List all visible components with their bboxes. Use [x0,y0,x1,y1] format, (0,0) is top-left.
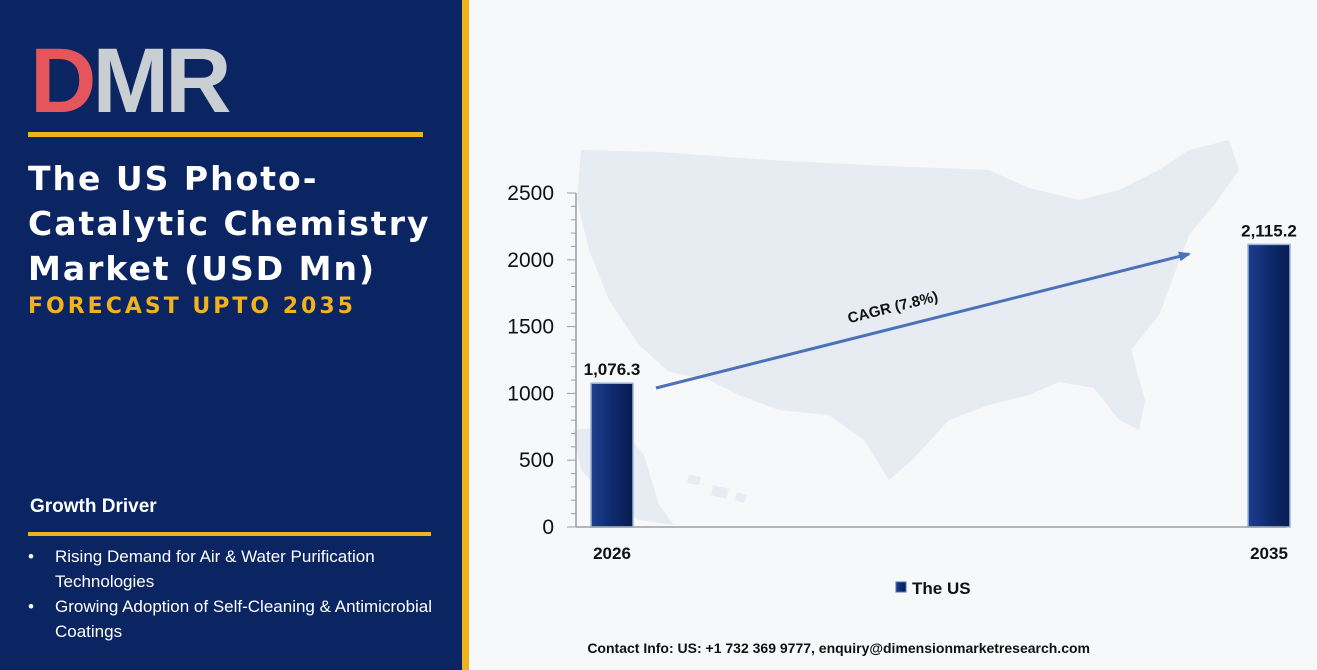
accent-divider [462,0,469,670]
y-tick-label: 1000 [507,382,554,405]
y-tick-label: 500 [519,449,554,472]
growth-driver-item: Growing Adoption of Self-Cleaning & Anti… [28,594,438,644]
bar-2026 [590,382,634,528]
y-tick-label: 1500 [507,316,554,339]
report-title: The US Photo-Catalytic Chemistry Market … [28,159,431,288]
x-tick-label: 2035 [1250,544,1288,563]
chart-legend: The US [895,579,971,598]
market-bar-chart: 0 500 1000 1500 2000 2500 1,076.3 2,115.2 2026… [507,140,1297,598]
hawaii-map-icon [687,475,747,503]
contact-info: Contact Info: US: +1 732 369 9777, enqui… [587,640,1090,656]
growth-driver-item: Rising Demand for Air & Water Purificati… [28,544,438,594]
x-axis: 2026 2035 [576,526,1288,563]
growth-driver-heading: Growth Driver [30,496,157,517]
svg-text:DMR: DMR [30,38,230,122]
legend-label: The US [912,579,971,598]
y-tick-label: 2000 [507,249,554,272]
growth-driver-divider [28,532,431,536]
y-axis: 0 500 1000 1500 2000 2500 [507,182,577,539]
dmr-logo: DMR [30,38,234,122]
left-panel: DMR The US Photo-Catalytic Chemistry Mar… [0,0,462,670]
legend-swatch [895,581,907,593]
bar-2035 [1247,243,1291,528]
growth-driver-list: Rising Demand for Air & Water Purificati… [28,544,438,644]
y-tick-label: 0 [542,516,554,539]
forecast-subtitle: FORECAST UPTO 2035 [28,294,356,319]
cagr-arrow [655,251,1191,390]
data-label: 1,076.3 [584,360,641,379]
logo-divider [28,132,423,137]
bar-series: 1,076.3 2,115.2 [584,221,1297,528]
data-label: 2,115.2 [1241,221,1297,240]
y-tick-label: 2500 [507,182,554,205]
x-tick-label: 2026 [593,544,631,563]
usa-map-icon [577,140,1239,480]
